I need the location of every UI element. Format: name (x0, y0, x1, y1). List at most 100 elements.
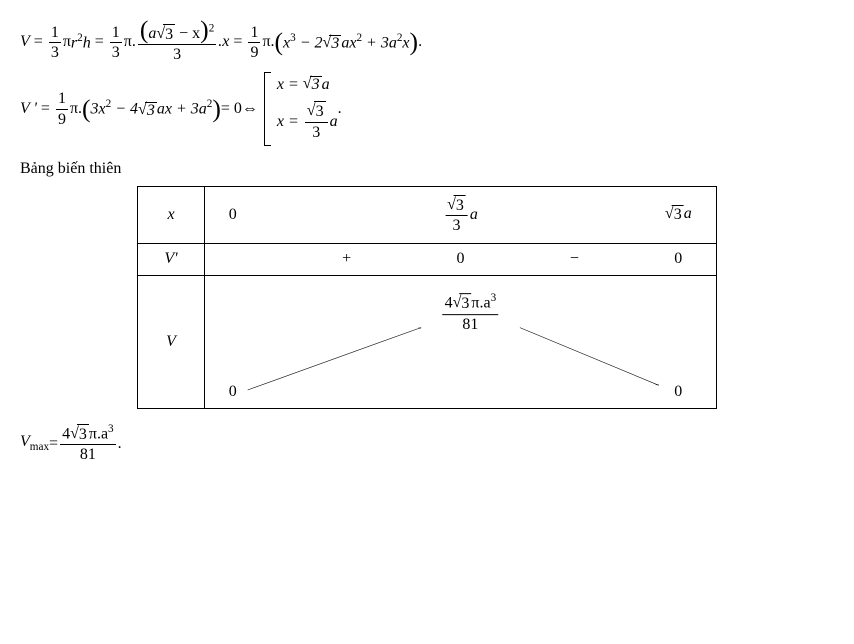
equation-volume: V = 1 3 π r2h = 1 3 π . (a√3 − x)2 3 .x … (20, 20, 834, 64)
c1a: a (322, 77, 330, 93)
sq: 2 (209, 23, 215, 35)
vp-zero-end: 0 (674, 250, 682, 268)
row-vprime: V' + 0 − 0 (138, 243, 717, 275)
equation-v-prime: V ' = 1 9 π . ( 3x2 − 4√3ax + 3a2 ) = 0 … (20, 72, 834, 145)
paren-r: ) (410, 32, 419, 52)
sym-V: V (20, 34, 30, 50)
peakden: 81 (460, 315, 480, 334)
r2h: r2h (71, 33, 91, 51)
c1sqrt: 3 (310, 76, 322, 93)
vp-plus: + (342, 250, 351, 268)
section-label: Bảng biến thiên (20, 160, 834, 178)
x-v0: 0 (229, 206, 237, 224)
vmaxden: 81 (78, 445, 98, 464)
variation-table-wrap: x 0 √3 3 a √3a V' + 0 − (20, 186, 834, 409)
sym-Vp: V ' (20, 101, 37, 117)
peakpia3: π.a (471, 295, 490, 312)
frac-1-9: 1 9 (248, 23, 260, 62)
plus3a2x: + 3a (366, 34, 397, 51)
vmaxsqrt: 3 (77, 424, 89, 444)
row-x-body: 0 √3 3 a √3a (205, 186, 717, 243)
peak4: 4 (445, 295, 453, 312)
xv2sqrt: 3 (672, 205, 684, 224)
xv1den: 3 (451, 216, 463, 235)
sym-eq2: = (91, 34, 108, 50)
sym-pi3: π (262, 34, 270, 50)
frac-1-3-b: 1 3 (110, 23, 122, 62)
frac-bigparen: (a√3 − x)2 3 (138, 20, 216, 64)
row-v: V 0 4√3π.a3 (138, 275, 717, 408)
arrow-down (520, 328, 659, 386)
ax2sup: 2 (356, 32, 362, 44)
vmax-lhs: Vmax (20, 434, 49, 453)
period: . (418, 34, 422, 50)
x-v2: √3a (665, 205, 692, 224)
num: 1 (49, 23, 61, 43)
poly2: 3x2 − 4√3ax + 3a2 (91, 99, 213, 118)
paren-r: ) (212, 99, 221, 119)
frac-1-3-a: 1 3 (49, 23, 61, 62)
row-x-head: x (138, 186, 205, 243)
cases-bracket: x = √3a x = √3 3 a (264, 72, 338, 145)
sqrt3: 3 (163, 24, 175, 44)
c2den: 3 (310, 123, 322, 142)
vmax-period: . (118, 436, 122, 452)
row-vp-head: V' (138, 243, 205, 275)
arrow-up (248, 328, 421, 390)
xv2a: a (684, 205, 692, 222)
sym-eq: = (30, 34, 47, 50)
bignum: (a√3 − x)2 (138, 20, 216, 45)
c2sqrt: 3 (314, 101, 326, 121)
sym-eq3: = (229, 34, 246, 50)
vmax-frac: 4√3π.a3 81 (60, 423, 116, 465)
x-v1: √3 3 a (443, 195, 478, 235)
vmaxpia3: π.a (89, 425, 108, 442)
sym-eq: = (37, 101, 54, 117)
row-x: x 0 √3 3 a √3a (138, 186, 717, 243)
equation-vmax: Vmax = 4√3π.a3 81 . (20, 423, 834, 465)
v-peak: 4√3π.a3 81 (439, 292, 503, 334)
m4: − 4 (115, 101, 138, 118)
row-vp-body: + 0 − 0 (205, 243, 717, 275)
vp-minus: − (570, 250, 579, 268)
den: 9 (248, 43, 260, 62)
vp-zero-mid: 0 (457, 250, 465, 268)
sqrt3b: 3 (329, 35, 341, 52)
trail-dot: . (338, 101, 342, 117)
vmaxsup: 3 (108, 423, 114, 435)
row-v-body: 0 4√3π.a3 81 0 (205, 275, 717, 408)
dot: . (132, 34, 136, 50)
num: 1 (110, 23, 122, 43)
case-1: x = √3a (277, 76, 338, 93)
xv1sqrt: 3 (454, 195, 466, 215)
sqrt3: 3 (145, 102, 157, 119)
p3a2: + 3a (176, 101, 207, 118)
c2a: a (330, 114, 338, 130)
v-end: 0 (672, 383, 684, 401)
poly: x3 − 2√3ax2 + 3a2x (283, 33, 409, 52)
minus2: − 2 (300, 34, 323, 51)
sym-pi: π (63, 34, 71, 50)
x-tail: x (402, 34, 409, 51)
iff: ⇔ (242, 101, 258, 117)
paren-l: ( (275, 32, 284, 52)
peaksup: 3 (491, 292, 497, 304)
eq0: = 0 (221, 101, 242, 117)
bracket-shape (264, 72, 271, 145)
row-v-head: V (138, 275, 205, 408)
den: 3 (49, 43, 61, 62)
variation-table: x 0 √3 3 a √3a V' + 0 − (137, 186, 717, 409)
sup2: 2 (106, 98, 112, 110)
sym-pi2: π (124, 34, 132, 50)
den: 9 (56, 110, 68, 129)
v-start: 0 (227, 383, 239, 401)
sup3: 3 (290, 32, 296, 44)
den3: 3 (171, 45, 183, 64)
minus-x: − x (175, 25, 200, 42)
den: 3 (110, 43, 122, 62)
paren-l: ( (82, 99, 91, 119)
xv1a: a (470, 205, 478, 222)
peaksqrt: 3 (459, 294, 471, 314)
frac-1-9: 1 9 (56, 89, 68, 128)
dot-x: .x (218, 34, 229, 50)
